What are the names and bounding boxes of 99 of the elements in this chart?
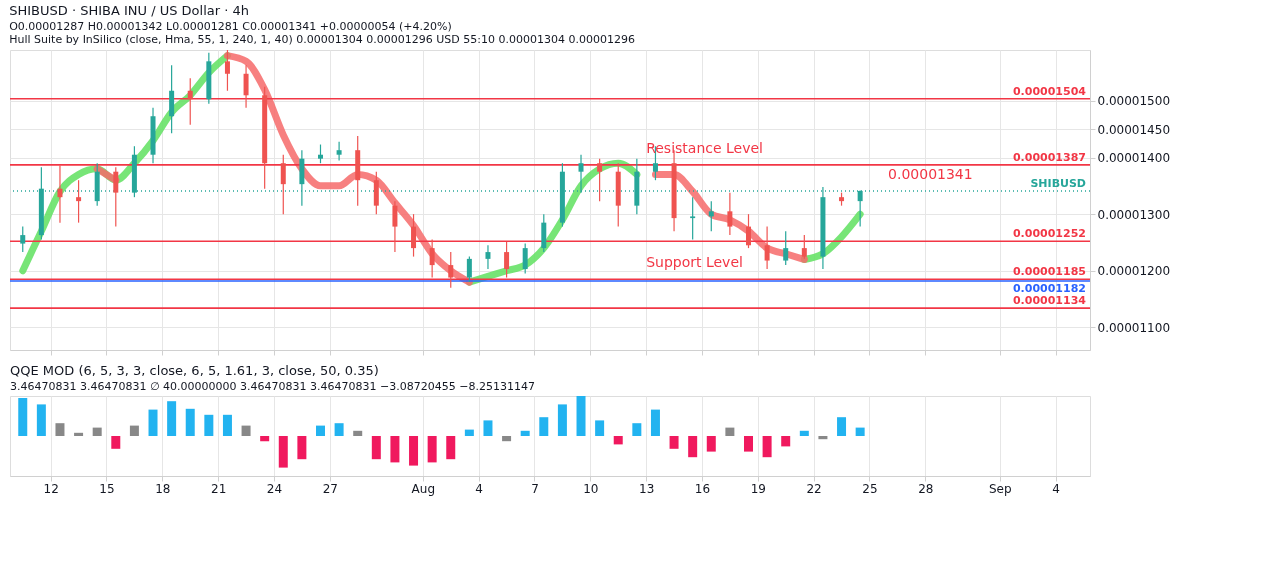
bar	[167, 401, 177, 436]
chart-title: QQE MOD (6, 5, 3, 3, close, 6, 5, 1.61, 3, close, 50, 0.35)	[10, 363, 379, 378]
bar	[74, 432, 84, 436]
candlestick	[113, 166, 119, 228]
candlestick	[76, 179, 82, 224]
bar	[595, 420, 605, 436]
bar	[92, 427, 102, 436]
x-tick-label: 16	[694, 481, 711, 496]
ref-line-label: 0.00001134	[1012, 294, 1087, 308]
bar	[576, 396, 586, 436]
bar	[632, 423, 642, 436]
candlestick	[429, 239, 435, 279]
x-tick-label: 15	[99, 481, 115, 496]
candlestick	[411, 213, 417, 258]
bar	[427, 436, 437, 463]
bar	[371, 436, 381, 460]
ref-line-label: 0.00001185	[1012, 265, 1086, 279]
candlestick	[243, 64, 249, 109]
ref-line-label: 0.00001252	[1012, 227, 1086, 241]
candlestick	[317, 143, 323, 164]
bar	[706, 436, 716, 452]
chart-subtitle: O0.00001287 H0.00001342 L0.00001281 C0.00001341 +0.00000054 (+4.20%)	[9, 20, 452, 34]
candlestick	[57, 164, 63, 224]
x-tick-label: 12	[43, 481, 59, 496]
ref-line-label: 0.00001387	[1012, 150, 1086, 164]
x-tick-label: 13	[639, 481, 655, 496]
bar	[483, 420, 493, 436]
y-tick-label: 0.00001100	[1097, 320, 1171, 335]
x-tick-label: 10	[583, 481, 599, 496]
text: 3.46470831 3.46470831 ∅ 40.00000000 3.46470831 3.46470831 −3.08720455 −8.25131147	[10, 380, 535, 393]
bar	[390, 436, 400, 463]
x-tick-label: 22	[806, 481, 822, 496]
candlestick	[187, 77, 193, 126]
bar	[260, 436, 270, 442]
y-tick-label: 0.00001500	[1097, 94, 1171, 109]
bar	[409, 436, 419, 466]
bar	[241, 425, 251, 436]
bar	[111, 436, 121, 449]
x-tick-label: 18	[155, 481, 171, 496]
bar	[743, 436, 753, 452]
bar	[837, 417, 847, 436]
candlestick	[280, 154, 286, 215]
bar	[688, 436, 698, 458]
y-tick-label: 0.00001200	[1097, 264, 1171, 279]
x-tick-label: 21	[211, 481, 227, 496]
y-tick-label: 0.00001300	[1097, 207, 1171, 222]
y-tick-label: 0.00001450	[1097, 122, 1171, 137]
ref-line-label: 0.00001504	[1012, 84, 1087, 98]
x-tick-label: Sep	[988, 481, 1012, 496]
bar	[613, 436, 623, 445]
bar	[148, 409, 158, 436]
bar	[18, 398, 28, 436]
bar	[855, 427, 865, 436]
bar	[799, 430, 809, 436]
bar	[650, 409, 660, 436]
candlestick	[392, 200, 398, 253]
bar	[353, 430, 363, 436]
bar	[297, 436, 307, 460]
ref-line-label: 0.00001182	[1012, 281, 1086, 295]
bar	[315, 425, 325, 436]
candlestick	[224, 49, 230, 92]
bar	[557, 404, 567, 436]
bar	[539, 417, 549, 436]
candlestick	[448, 251, 454, 289]
x-tick-label: Aug	[411, 481, 436, 496]
text: Hull Suite by InSilico (close, Hma, 55, 1, 240, 1, 40) 0.00001304 0.00001296 USD 55:10 0.00001304 0.00001296	[9, 33, 635, 47]
x-tick-label: 19	[750, 481, 766, 496]
candlestick	[20, 226, 26, 253]
x-tick-label: 25	[862, 481, 878, 496]
candlestick	[336, 141, 342, 161]
x-tick-label: 7	[531, 481, 539, 496]
bar	[818, 436, 828, 440]
ref-line-label: SHIBUSD	[1030, 176, 1086, 190]
bar	[278, 436, 288, 468]
bar	[762, 436, 772, 458]
bar	[36, 404, 46, 436]
bar	[334, 423, 344, 436]
x-tick-label: 27	[322, 481, 338, 496]
bar	[129, 425, 139, 436]
bar	[520, 430, 530, 436]
x-tick-label: 28	[918, 481, 934, 496]
annotation: Support Level	[646, 254, 743, 271]
annotation: 0.00001341	[888, 165, 973, 182]
x-tick-label: 24	[266, 481, 283, 496]
chart-title: SHIBUSD · SHIBA INU / US Dollar · 4h	[9, 3, 249, 19]
x-tick-label: 4	[1052, 481, 1060, 496]
x-tick-label: 4	[475, 481, 483, 496]
bar	[446, 436, 456, 460]
bar	[502, 436, 512, 442]
bar	[669, 436, 679, 449]
bar	[55, 423, 65, 436]
bar	[222, 414, 232, 436]
bar	[464, 429, 474, 436]
bar	[185, 408, 195, 436]
annotation: Resistance Level	[646, 139, 763, 156]
bar	[781, 436, 791, 447]
bar	[204, 414, 214, 436]
bar	[725, 427, 735, 436]
y-tick-label: 0.00001400	[1097, 151, 1171, 166]
